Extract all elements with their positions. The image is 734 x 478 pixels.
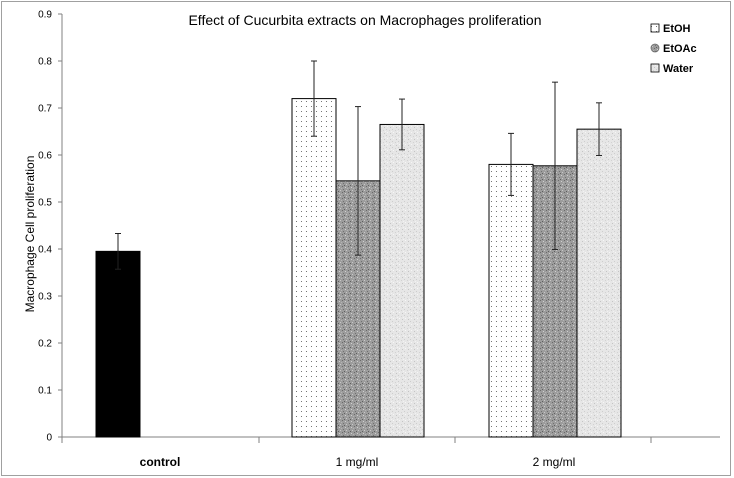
y-tick-label: 0.2 [38,339,52,350]
legend-swatch [650,23,660,33]
y-tick-label: 0.5 [38,198,52,209]
legend: EtOH EtOAc Water [650,23,697,75]
error-bars [115,60,602,270]
legend-label: Water [663,63,694,75]
legend-swatch [650,63,660,73]
y-tick-label: 0.8 [38,57,52,68]
bar-water [379,123,425,438]
y-tick-label: 0 [46,433,52,444]
chart-title: Effect of Cucurbita extracts on Macropha… [188,12,541,28]
legend-label: EtOH [663,23,691,35]
y-tick-label: 0.3 [38,292,52,303]
y-tick-label: 0.6 [38,151,52,162]
category-label: control [140,455,181,469]
y-tick-label: 0.4 [38,245,52,256]
y-axis-label: Macrophage Cell proliferation [23,156,37,313]
category-label: 1 mg/ml [336,455,379,469]
y-ticks: 0 0.1 0.2 0.3 0.4 0.5 0.6 0.7 0.8 0.9 [38,10,652,444]
bar-water [576,128,622,438]
bar-etoh [488,163,534,438]
legend-swatch [650,43,660,53]
bar-control [95,250,141,438]
category-label: 2 mg/ml [533,455,576,469]
y-tick-label: 0.1 [38,386,52,397]
category-labels: control 1 mg/ml 2 mg/ml [140,455,576,469]
bar-etoh [291,98,337,438]
legend-label: EtOAc [663,43,697,55]
y-tick-label: 0.7 [38,104,52,115]
y-tick-label: 0.9 [38,10,52,21]
